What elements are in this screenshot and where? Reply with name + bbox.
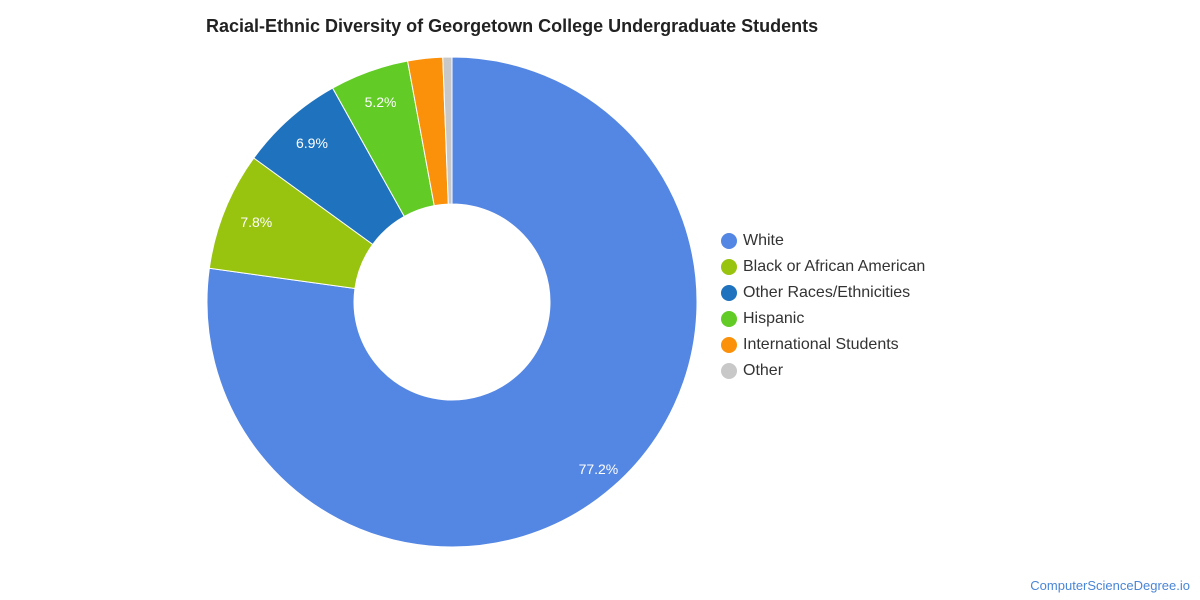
legend-swatch-icon: [721, 285, 737, 301]
legend-swatch-icon: [721, 233, 737, 249]
legend-item-international-students[interactable]: International Students: [721, 332, 925, 358]
legend-label: Hispanic: [743, 310, 805, 327]
legend-label: Other Races/Ethnicities: [743, 284, 911, 301]
legend-label: Black or African American: [743, 258, 926, 275]
data-label-black-or-african-american: 7.8%: [240, 214, 272, 230]
watermark[interactable]: ComputerScienceDegree.io: [1030, 578, 1190, 593]
legend-item-other-races-ethnicities[interactable]: Other Races/Ethnicities: [721, 280, 925, 306]
data-label-white: 77.2%: [579, 461, 619, 477]
legend-item-black-or-african-american[interactable]: Black or African American: [721, 254, 925, 280]
legend-item-white[interactable]: White: [721, 228, 925, 254]
slice-other[interactable]: [442, 56, 453, 205]
chart-legend: White Black or African American Other Race…: [721, 228, 925, 384]
data-label-hispanic: 5.2%: [365, 94, 397, 110]
legend-swatch-icon: [721, 259, 737, 275]
legend-item-other[interactable]: Other: [721, 358, 925, 384]
legend-label: White: [743, 232, 784, 249]
slice-white[interactable]: [206, 56, 698, 548]
legend-swatch-icon: [721, 311, 737, 327]
data-label-other-races-ethnicities: 6.9%: [296, 135, 328, 151]
legend-label: Other: [743, 362, 784, 379]
legend-swatch-icon: [721, 363, 737, 379]
legend-swatch-icon: [721, 337, 737, 353]
chart-title: Racial-Ethnic Diversity of Georgetown Co…: [206, 16, 819, 36]
legend-label: International Students: [743, 336, 899, 353]
legend-item-hispanic[interactable]: Hispanic: [721, 306, 925, 332]
